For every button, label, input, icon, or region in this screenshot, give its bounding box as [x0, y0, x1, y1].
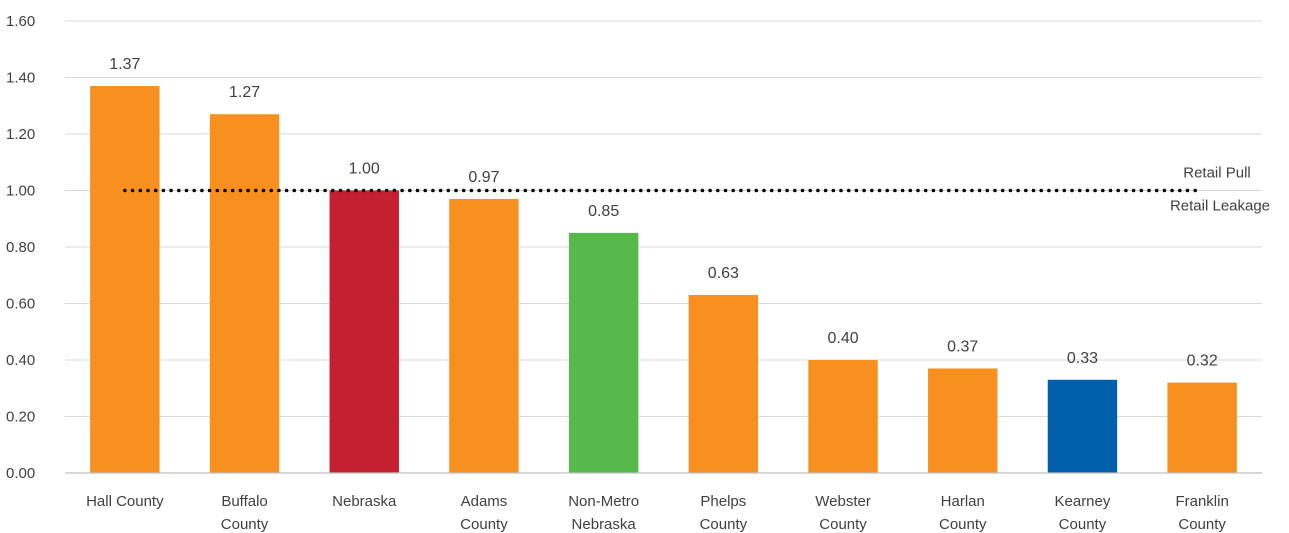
- y-tick-label: 0.80: [6, 239, 35, 256]
- category-label: County: [1178, 516, 1226, 533]
- category-label: Webster: [815, 493, 871, 510]
- category-label: Franklin: [1175, 493, 1228, 510]
- y-tick-label: 1.20: [6, 126, 35, 143]
- reference-line-group: Retail Pull Retail Leakage: [123, 165, 1270, 215]
- category-label: Buffalo: [221, 493, 267, 510]
- category-label: County: [460, 516, 508, 533]
- y-tick-label: 0.00: [6, 465, 35, 482]
- y-tick-label: 1.60: [6, 13, 35, 30]
- bar: [209, 114, 280, 473]
- y-axis-tick-labels: 0.00 0.20 0.40 0.60 0.80 1.00 1.20 1.40 1.60: [6, 13, 35, 482]
- y-tick-label: 0.60: [6, 296, 35, 313]
- data-label: 0.97: [468, 169, 499, 186]
- bars: [90, 85, 1237, 473]
- category-label: County: [939, 516, 987, 533]
- bar: [329, 190, 399, 473]
- bar: [1047, 379, 1118, 473]
- data-label: 0.37: [947, 338, 978, 355]
- data-label: 0.33: [1067, 350, 1098, 367]
- data-label: 0.85: [588, 203, 619, 220]
- retail-pull-label: Retail Pull: [1183, 165, 1251, 182]
- data-label: 1.00: [349, 161, 380, 178]
- category-label: County: [700, 516, 748, 533]
- category-label: Kearney: [1055, 493, 1111, 510]
- category-label: County: [1059, 516, 1107, 533]
- data-label: 0.63: [708, 265, 739, 282]
- category-label: Nebraska: [572, 516, 637, 533]
- bar: [568, 232, 639, 473]
- y-tick-label: 0.40: [6, 352, 35, 369]
- category-label: Nebraska: [332, 493, 397, 510]
- category-label: Phelps: [700, 493, 746, 510]
- retail-leakage-label: Retail Leakage: [1170, 198, 1270, 215]
- data-label: 0.40: [827, 330, 858, 347]
- bar: [90, 85, 160, 473]
- bar: [928, 368, 998, 473]
- bar: [1167, 382, 1237, 473]
- category-label: Non-Metro: [568, 493, 639, 510]
- bar: [688, 295, 759, 473]
- bar: [449, 198, 519, 473]
- category-label: Harlan: [941, 493, 985, 510]
- data-label: 0.32: [1187, 353, 1218, 370]
- category-label: Hall County: [86, 493, 164, 510]
- category-label: County: [819, 516, 867, 533]
- data-labels: 1.37 1.27 1.00 0.97 0.85 0.63 0.40 0.37 0.33 0.32: [109, 56, 1218, 370]
- bar: [808, 360, 878, 473]
- category-label: County: [221, 516, 269, 533]
- y-tick-label: 1.00: [6, 183, 35, 200]
- data-label: 1.27: [229, 84, 260, 101]
- y-tick-label: 0.20: [6, 409, 35, 426]
- category-label: Adams: [461, 493, 508, 510]
- y-tick-label: 1.40: [6, 70, 35, 87]
- data-label: 1.37: [109, 56, 140, 73]
- x-axis-category-labels: Hall County Buffalo County Nebraska Adams Cou…: [86, 493, 1229, 533]
